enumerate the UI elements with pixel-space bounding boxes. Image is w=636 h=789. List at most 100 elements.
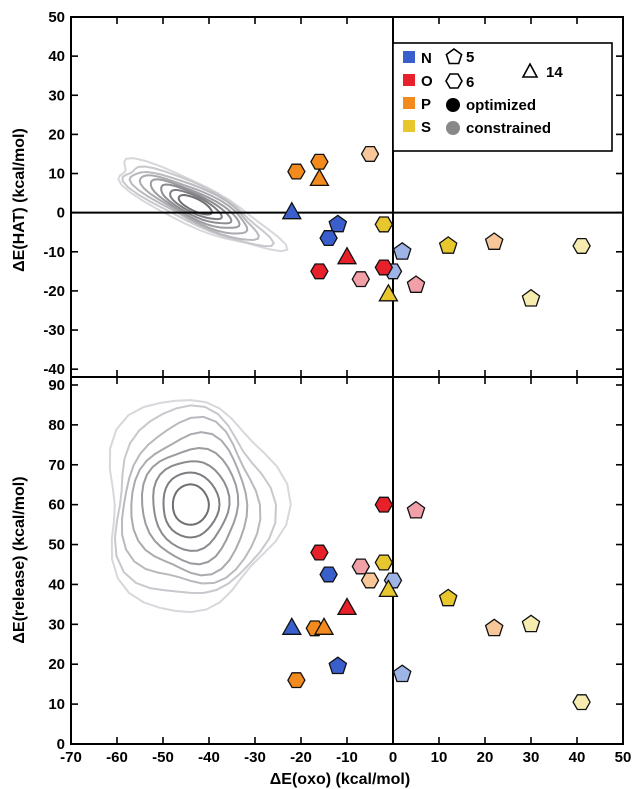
x-tick-label: -30 bbox=[244, 749, 266, 766]
legend-swatch-n bbox=[403, 51, 415, 63]
data-point-o-ring-6-constrained bbox=[351, 558, 371, 575]
y-tick-label: -20 bbox=[43, 283, 65, 300]
data-point-s-ring-6-optimized bbox=[374, 216, 394, 233]
data-point-n-ring-5-optimized bbox=[328, 214, 348, 233]
legend-swatch-o bbox=[403, 74, 415, 86]
data-point-s-ring-6-constrained bbox=[572, 694, 591, 711]
legend-label-ring-5: 5 bbox=[466, 49, 474, 66]
contour-line bbox=[128, 171, 260, 241]
contour-line bbox=[108, 399, 292, 614]
y-tick-label: 70 bbox=[48, 457, 65, 474]
y-tick-label: 10 bbox=[48, 696, 65, 713]
data-point-o-ring-5-constrained bbox=[406, 500, 426, 519]
y-tick-label: -10 bbox=[43, 244, 65, 261]
contour-line bbox=[162, 471, 221, 539]
x-axis-title: ΔE(oxo) (kcal/mol) bbox=[270, 771, 410, 788]
contour-line bbox=[149, 178, 241, 229]
contour-line bbox=[140, 446, 240, 566]
y-tick-label: 50 bbox=[48, 537, 65, 554]
x-tick-label: -70 bbox=[60, 749, 82, 766]
x-tick-label: 50 bbox=[615, 749, 632, 766]
data-point-p-ring-14-optimized bbox=[313, 616, 335, 635]
y-tick-label: 80 bbox=[48, 417, 65, 434]
data-point-p-ring-6-optimized bbox=[287, 672, 306, 689]
data-point-p-ring-6-optimized bbox=[287, 163, 306, 180]
legend-label-optimized: optimized bbox=[466, 97, 536, 114]
data-point-s-ring-5-constrained bbox=[521, 614, 541, 633]
contour-line bbox=[120, 415, 262, 585]
triangle-icon bbox=[521, 62, 539, 78]
x-tick-label: 20 bbox=[477, 749, 494, 766]
legend-swatch-s bbox=[403, 120, 415, 132]
x-tick-label: 30 bbox=[523, 749, 540, 766]
contour-line bbox=[113, 404, 278, 595]
x-tick-label: 10 bbox=[431, 749, 448, 766]
data-point-n-ring-14-optimized bbox=[281, 616, 302, 635]
y-tick-label: 30 bbox=[48, 87, 65, 104]
data-point-s-ring-14-optimized bbox=[378, 283, 399, 302]
data-point-n-ring-14-optimized bbox=[281, 201, 302, 220]
legend-label-s: S bbox=[421, 119, 431, 136]
pentagon-icon bbox=[445, 48, 463, 65]
y-tick-label: -30 bbox=[43, 322, 65, 339]
data-point-s-ring-5-optimized bbox=[438, 588, 458, 607]
x-tick-label: 0 bbox=[389, 749, 397, 766]
data-point-n-ring-5-constrained bbox=[392, 241, 412, 260]
constrained-dot-icon bbox=[446, 121, 460, 135]
contour-line bbox=[169, 188, 223, 221]
data-point-o-ring-14-optimized bbox=[336, 246, 358, 265]
contour-line bbox=[171, 483, 210, 526]
scatter-points-top bbox=[281, 145, 591, 307]
optimized-dot-icon bbox=[446, 98, 460, 112]
density-contours-top bbox=[117, 157, 289, 253]
y-tick-label: 60 bbox=[48, 497, 65, 514]
data-point-o-ring-6-constrained bbox=[351, 271, 371, 288]
x-tick-label: -20 bbox=[290, 749, 312, 766]
y-tick-label: 30 bbox=[48, 616, 65, 633]
x-tick-label: -60 bbox=[106, 749, 128, 766]
data-point-o-ring-14-optimized bbox=[336, 597, 358, 616]
y-tick-label: 0 bbox=[57, 205, 65, 222]
scatter-points-bottom bbox=[281, 496, 591, 711]
data-point-o-ring-6-optimized bbox=[374, 259, 394, 276]
y-tick-label: 20 bbox=[48, 126, 65, 143]
y-tick-label: 40 bbox=[48, 576, 65, 593]
y-tick-label: 90 bbox=[48, 377, 65, 394]
data-point-p-ring-6-constrained bbox=[360, 572, 380, 589]
data-point-p-ring-6-optimized bbox=[310, 153, 329, 170]
y-axis-title-bottom: ΔE(release) (kcal/mol) bbox=[11, 476, 28, 643]
contour-line bbox=[138, 174, 249, 235]
x-tick-label: -50 bbox=[152, 749, 174, 766]
legend-label-p: P bbox=[421, 96, 431, 113]
data-point-s-ring-6-optimized bbox=[374, 554, 394, 571]
legend-swatch-p bbox=[403, 97, 415, 109]
legend-label-o: O bbox=[421, 73, 433, 90]
data-point-p-ring-6-constrained bbox=[360, 145, 380, 162]
data-point-o-ring-6-optimized bbox=[310, 263, 329, 280]
legend-label-ring-6: 6 bbox=[466, 74, 474, 91]
data-point-n-ring-5-optimized bbox=[328, 656, 348, 675]
data-point-p-ring-5-constrained bbox=[484, 618, 504, 637]
y-axis-title-top: ΔE(HAT) (kcal/mol) bbox=[11, 128, 28, 272]
plot-frame-bottom bbox=[70, 376, 624, 745]
y-tick-label: 0 bbox=[57, 736, 65, 753]
legend-label-constrained: constrained bbox=[466, 120, 551, 137]
x-tick-label: -10 bbox=[336, 749, 358, 766]
data-point-p-ring-5-constrained bbox=[484, 232, 504, 250]
contour-line bbox=[121, 165, 275, 248]
y-tick-label: 20 bbox=[48, 656, 65, 673]
data-point-n-ring-5-constrained bbox=[392, 664, 412, 683]
x-tick-label: 40 bbox=[569, 749, 586, 766]
legend: N O P S 5 6 14 optimized constrained bbox=[392, 42, 613, 152]
y-tick-label: 10 bbox=[48, 166, 65, 183]
contour-line bbox=[160, 183, 233, 225]
legend-label-ring-14: 14 bbox=[546, 64, 563, 81]
y-tick-label: -40 bbox=[43, 361, 65, 378]
contour-line bbox=[117, 157, 289, 253]
data-point-o-ring-6-optimized bbox=[310, 544, 329, 561]
data-point-s-ring-5-optimized bbox=[438, 236, 458, 254]
legend-box bbox=[392, 42, 613, 152]
contour-line bbox=[130, 431, 249, 577]
hexagon-icon bbox=[445, 73, 463, 89]
